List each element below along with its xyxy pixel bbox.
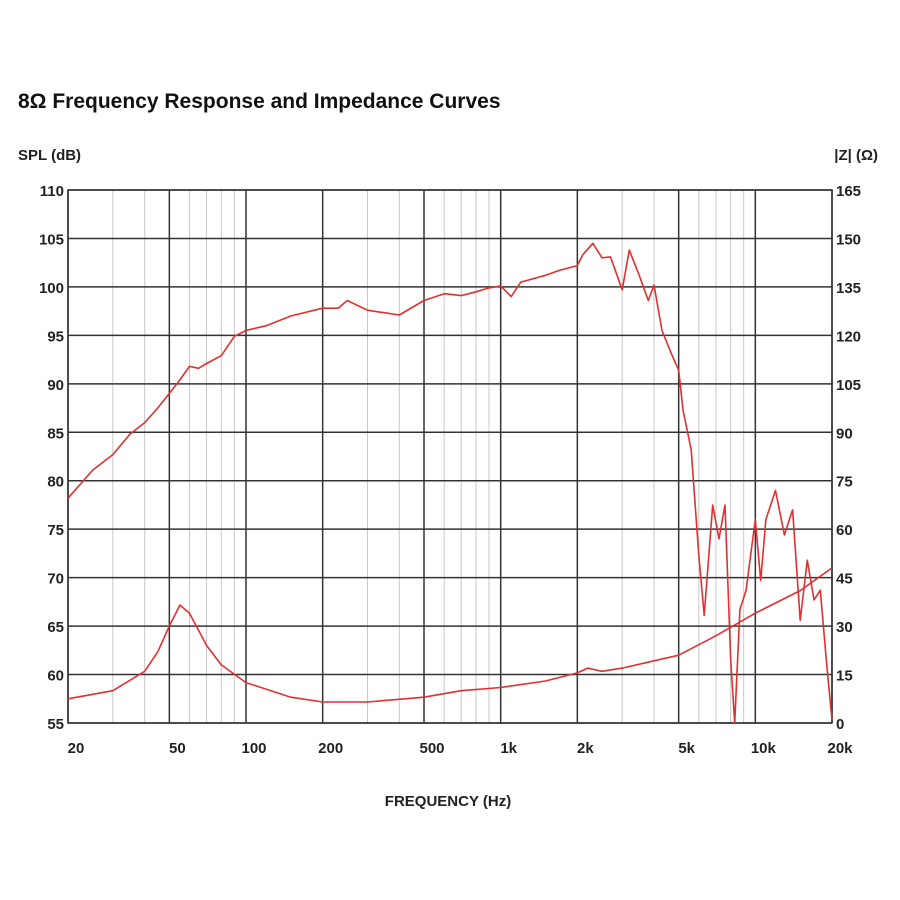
x-tick-label: 20 [68, 740, 85, 757]
y-right-tick-label: 60 [836, 522, 853, 539]
y-left-tick-label: 100 [39, 280, 64, 297]
y-left-tick-label: 55 [47, 716, 64, 733]
y-right-tick-label: 15 [836, 668, 853, 685]
x-tick-label: 10k [751, 740, 777, 757]
y-right-tick-label: 0 [836, 716, 844, 733]
x-tick-label: 500 [419, 740, 444, 757]
y-right-tick-label: 165 [836, 183, 861, 200]
y-right-tick-label: 45 [836, 571, 853, 588]
y-left-tick-label: 65 [47, 619, 64, 636]
x-tick-label: 200 [318, 740, 343, 757]
plot-frame [67, 189, 833, 724]
y-left-tick-label: 75 [47, 522, 64, 539]
y-left-tick-label: 70 [47, 571, 64, 588]
y-right-tick-label: 150 [836, 231, 861, 248]
y-left-tick-label: 110 [40, 183, 64, 200]
y-left-axis-title: SPL (dB) [18, 147, 81, 164]
y-right-tick-label: 75 [836, 474, 853, 491]
y-right-tick-label: 30 [836, 619, 853, 636]
y-left-tick-label: 80 [47, 474, 64, 491]
y-right-tick-label: 135 [836, 280, 861, 297]
y-left-tick-label: 105 [39, 231, 64, 248]
y-left-tick-label: 60 [47, 668, 64, 685]
x-tick-label: 1k [500, 740, 517, 757]
x-axis-title: FREQUENCY (Hz) [385, 793, 511, 810]
y-left-tick-label: 90 [47, 377, 64, 394]
y-left-tick-label: 95 [47, 328, 64, 345]
y-right-axis-title: |Z| (Ω) [834, 147, 878, 164]
spl-curve [67, 242, 833, 724]
y-right-tick-label: 105 [836, 377, 861, 394]
x-tick-label: 2k [577, 740, 594, 757]
y-right-tick-label: 120 [836, 328, 861, 345]
impedance-curve [67, 567, 833, 703]
x-tick-label: 20k [827, 740, 853, 757]
y-right-tick-label: 90 [836, 425, 853, 442]
x-tick-label: 50 [169, 740, 186, 757]
chart-title: 8Ω Frequency Response and Impedance Curv… [18, 90, 501, 113]
x-tick-label: 100 [241, 740, 266, 757]
y-left-tick-label: 85 [47, 425, 64, 442]
x-tick-label: 5k [678, 740, 695, 757]
